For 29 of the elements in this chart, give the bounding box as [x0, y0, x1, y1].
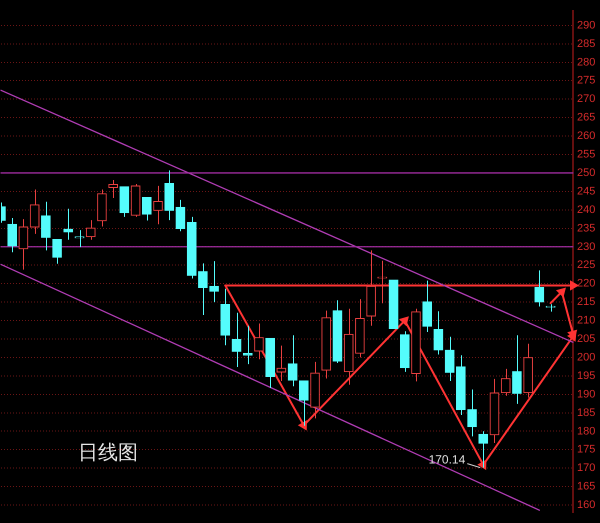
y-tick-label: 240 [577, 204, 596, 216]
y-tick-label: 160 [577, 499, 596, 512]
y-tick-label: 205 [577, 333, 596, 346]
y-tick-label: 175 [577, 444, 596, 456]
text: 日线图 [78, 442, 138, 464]
annotation: 170.14 [428, 452, 466, 467]
y-tick-label: 290 [577, 19, 596, 32]
y-tick-label: 225 [577, 259, 596, 272]
y-tick-label: 210 [577, 314, 596, 327]
y-tick-label: 260 [577, 130, 596, 142]
y-tick-label: 235 [577, 222, 596, 234]
y-tick-label: 165 [577, 480, 596, 493]
y-tick-label: 180 [577, 425, 596, 438]
y-tick-label: 195 [577, 370, 596, 382]
y-tick-label: 280 [577, 56, 596, 68]
y-tick-label: 245 [577, 185, 596, 198]
y-tick-label: 250 [577, 166, 596, 179]
y-tick-label: 170 [577, 462, 596, 474]
y-tick-label: 230 [577, 240, 596, 253]
y-tick-label: 255 [577, 148, 596, 161]
y-tick-label: 270 [577, 93, 596, 106]
y-tick-label: 275 [577, 74, 596, 87]
y-tick-label: 200 [577, 351, 596, 364]
y-tick-label: 220 [577, 278, 596, 290]
y-tick-label: 215 [577, 296, 596, 308]
y-tick-label: 285 [577, 38, 596, 50]
y-tick-label: 190 [577, 388, 596, 400]
y-tick-label: 265 [577, 112, 596, 124]
y-tick-label: 185 [577, 406, 596, 419]
